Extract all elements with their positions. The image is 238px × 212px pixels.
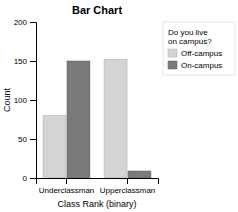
y-tick: 150	[14, 57, 36, 66]
bars	[43, 59, 151, 178]
y-tick-label: 150	[14, 57, 28, 66]
legend-title: Do you liveon campus?	[168, 28, 212, 46]
bar	[104, 59, 127, 178]
y-tick-label: 0	[23, 174, 28, 183]
title: Bar Chart	[72, 4, 122, 16]
y-tick: 0	[23, 174, 36, 183]
y-tick-label: 200	[14, 18, 28, 27]
y-axis: 0 50 100 150 200	[14, 18, 37, 183]
plot: Underclassman Upperclassman 0 50 100 150 200	[14, 18, 159, 195]
y-axis-line	[30, 23, 37, 179]
x-tick-mark	[127, 178, 128, 184]
bar-series	[67, 61, 151, 178]
y-tick-mark	[30, 139, 36, 140]
y-tick-mark	[30, 22, 36, 23]
legend-title-line: on campus?	[168, 37, 212, 46]
x-tick: Upperclassman	[100, 178, 156, 195]
legend-entry: Off-campus	[168, 49, 222, 58]
x-axis-title: Class Rank (binary)	[57, 199, 136, 209]
bar	[43, 116, 66, 178]
y-axis-title: Count	[2, 88, 12, 113]
y-tick: 100	[14, 96, 36, 105]
y-tick-mark	[30, 178, 36, 179]
legend: Do you liveon campus? Off-campus On-campus	[163, 22, 235, 75]
legend-swatch	[168, 49, 177, 57]
legend-frame	[163, 22, 235, 75]
y-tick-mark	[30, 61, 36, 62]
legend-label: On-campus	[181, 61, 222, 70]
x-tick-label: Underclassman	[39, 186, 95, 195]
legend-title-line: Do you live	[168, 28, 208, 37]
legend-label: Off-campus	[181, 49, 222, 58]
y-tick-label: 50	[18, 135, 27, 144]
bar	[128, 171, 151, 178]
x-tick-label: Upperclassman	[100, 186, 156, 195]
x-axis-line	[37, 179, 159, 185]
legend-swatch	[168, 61, 177, 69]
y-tick-label: 100	[14, 96, 28, 105]
x-tick-mark	[66, 178, 67, 184]
x-tick: Underclassman	[39, 178, 95, 195]
y-tick: 50	[18, 135, 36, 144]
y-tick-mark	[30, 100, 36, 101]
x-axis: Underclassman Upperclassman	[37, 178, 159, 195]
chart: Underclassman Upperclassman 0 50 100 150 200 Ba…	[0, 0, 238, 212]
bar	[67, 61, 90, 178]
legend-entry: On-campus	[168, 61, 222, 70]
bar-series	[43, 59, 127, 178]
y-tick: 200	[14, 18, 36, 27]
